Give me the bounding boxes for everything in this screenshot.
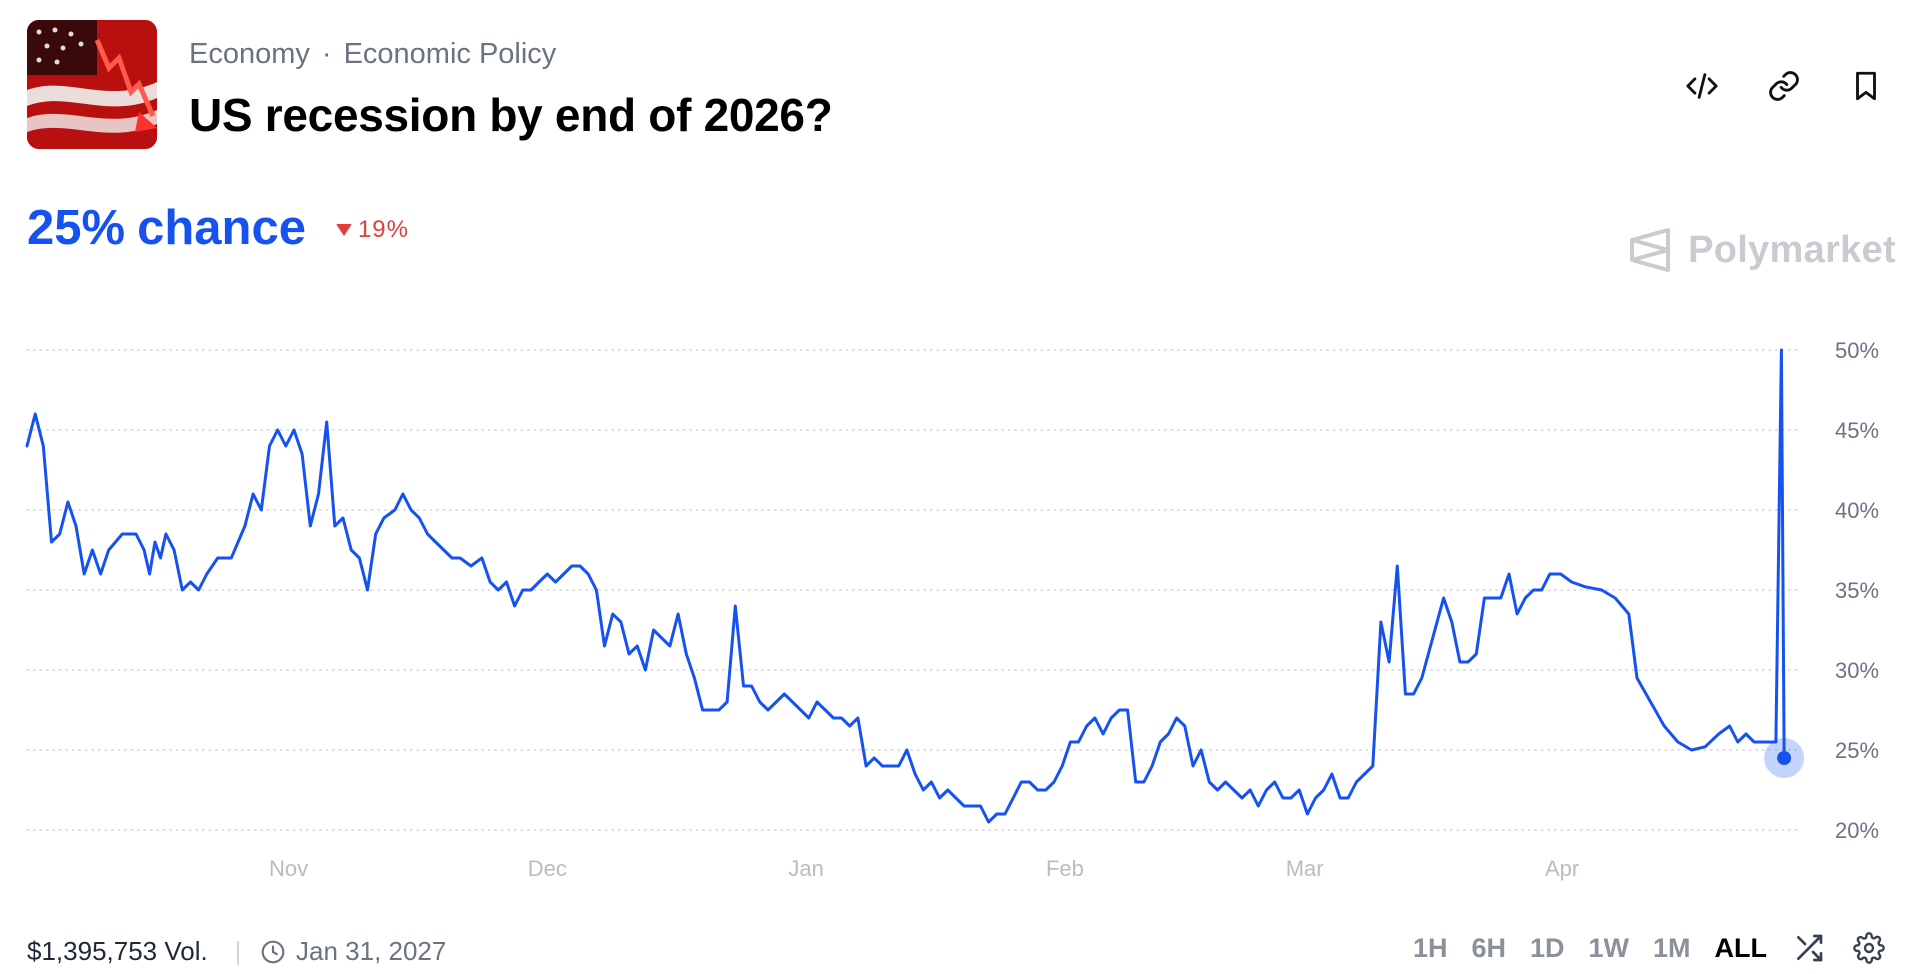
polymarket-logo-icon bbox=[1630, 228, 1671, 272]
footer-divider bbox=[237, 941, 239, 965]
shuffle-button[interactable] bbox=[1791, 930, 1827, 966]
brand-name: Polymarket bbox=[1688, 228, 1896, 271]
price-change-value: 19% bbox=[357, 216, 409, 243]
range-6h[interactable]: 6H bbox=[1471, 932, 1506, 963]
x-tick-label: Dec bbox=[528, 856, 567, 881]
range-1h[interactable]: 1H bbox=[1412, 932, 1448, 963]
x-tick-label: Jan bbox=[788, 856, 823, 881]
y-tick-label: 40% bbox=[1835, 498, 1879, 523]
breadcrumb-separator: · bbox=[321, 38, 332, 70]
market-title: US recession by end of 2026? bbox=[189, 89, 833, 141]
chance-value: 25% bbox=[27, 201, 126, 255]
end-date-value: Jan 31, 2027 bbox=[296, 936, 447, 966]
header-actions bbox=[1681, 65, 1887, 107]
down-triangle-icon bbox=[335, 224, 352, 236]
chance-label: chance bbox=[137, 201, 306, 255]
bookmark-icon bbox=[1856, 71, 1876, 101]
link-icon bbox=[1769, 71, 1799, 101]
bookmark-button[interactable] bbox=[1845, 65, 1887, 107]
breadcrumb-category[interactable]: Economy bbox=[189, 38, 310, 70]
price-change: 19% bbox=[335, 216, 409, 244]
x-tick-label: Nov bbox=[269, 856, 308, 881]
price-chart[interactable]: 20% 25% 30% 35% 40% 45% 50% Nov Dec Jan Feb Mar Apr bbox=[0, 330, 1914, 890]
market-footer: $1,395,753 Vol. Jan 31, 2027 1H 6H 1D 1W… bbox=[27, 930, 1887, 973]
volume: $1,395,753 Vol. bbox=[27, 936, 208, 966]
embed-button[interactable] bbox=[1681, 65, 1723, 107]
range-all[interactable]: ALL bbox=[1714, 932, 1767, 963]
shuffle-icon bbox=[1797, 934, 1823, 962]
y-tick-label: 25% bbox=[1835, 738, 1879, 763]
range-1d[interactable]: 1D bbox=[1529, 932, 1565, 963]
time-range-selector: 1H 6H 1D 1W 1M ALL bbox=[1413, 930, 1887, 966]
series-line bbox=[25, 348, 1786, 824]
y-tick-label: 45% bbox=[1835, 418, 1879, 443]
clock-icon bbox=[261, 940, 285, 963]
breadcrumb: Economy · Economic Policy bbox=[189, 38, 556, 71]
settings-button[interactable] bbox=[1851, 930, 1887, 966]
price-chart-svg[interactable]: 20% 25% 30% 35% 40% 45% 50% Nov Dec Jan Feb Mar Apr bbox=[0, 330, 1914, 890]
y-tick-label: 20% bbox=[1835, 818, 1879, 843]
market-thumbnail bbox=[27, 20, 157, 149]
y-tick-label: 30% bbox=[1835, 658, 1879, 683]
range-1w[interactable]: 1W bbox=[1588, 932, 1630, 963]
x-tick-label: Mar bbox=[1286, 856, 1324, 881]
embed-icon bbox=[1686, 73, 1718, 99]
market-header: Economy · Economic Policy US recession by … bbox=[27, 20, 1887, 150]
gear-icon bbox=[1853, 932, 1885, 964]
y-tick-label: 50% bbox=[1835, 338, 1879, 363]
end-date: Jan 31, 2027 bbox=[260, 936, 446, 967]
x-tick-label: Apr bbox=[1545, 856, 1579, 881]
copy-link-button[interactable] bbox=[1763, 65, 1805, 107]
last-point bbox=[1777, 751, 1792, 765]
breadcrumb-subcategory[interactable]: Economic Policy bbox=[343, 38, 557, 70]
brand-watermark: Polymarket bbox=[1628, 226, 1896, 274]
chance-summary: 25% chance 19% bbox=[27, 200, 409, 256]
range-1m[interactable]: 1M bbox=[1653, 932, 1691, 963]
x-tick-label: Feb bbox=[1046, 856, 1084, 881]
y-tick-label: 35% bbox=[1835, 578, 1879, 603]
